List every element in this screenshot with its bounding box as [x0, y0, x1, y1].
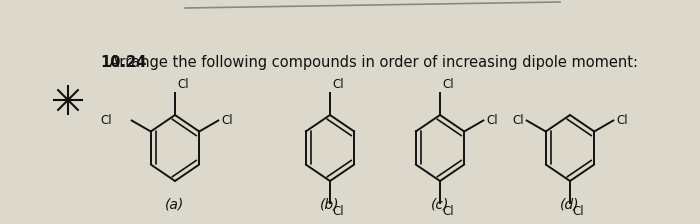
Text: Cl: Cl: [442, 205, 454, 218]
Text: Cl: Cl: [221, 114, 233, 127]
Text: (b): (b): [321, 198, 340, 212]
Text: Cl: Cl: [572, 205, 584, 218]
Text: (a): (a): [165, 198, 185, 212]
Text: Arrange the following compounds in order of increasing dipole moment:: Arrange the following compounds in order…: [100, 54, 638, 69]
Text: (c): (c): [430, 198, 449, 212]
Text: Cl: Cl: [332, 205, 344, 218]
Text: Cl: Cl: [442, 78, 454, 90]
Text: (d): (d): [560, 198, 580, 212]
Text: Cl: Cl: [512, 114, 524, 127]
Text: 10.24: 10.24: [100, 54, 146, 69]
Text: Cl: Cl: [332, 78, 344, 90]
Text: Cl: Cl: [486, 114, 498, 127]
Text: Cl: Cl: [616, 114, 628, 127]
Text: Cl: Cl: [100, 114, 112, 127]
Text: Cl: Cl: [177, 78, 188, 90]
